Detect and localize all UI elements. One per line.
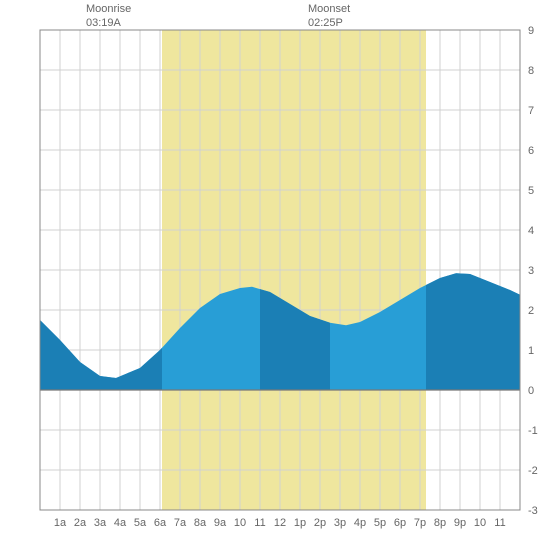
svg-text:4a: 4a [114, 517, 127, 529]
svg-text:7: 7 [528, 105, 534, 117]
moonrise-time: 03:19A [86, 17, 121, 29]
svg-text:6p: 6p [394, 517, 406, 529]
svg-text:10: 10 [474, 517, 486, 529]
svg-text:1p: 1p [294, 517, 306, 529]
svg-text:4: 4 [528, 225, 534, 237]
svg-text:5a: 5a [134, 517, 147, 529]
svg-text:8a: 8a [194, 517, 207, 529]
svg-text:3a: 3a [94, 517, 107, 529]
svg-text:0: 0 [528, 385, 534, 397]
svg-text:6: 6 [528, 145, 534, 157]
svg-text:5p: 5p [374, 517, 386, 529]
moonset-time: 02:25P [308, 17, 343, 29]
svg-text:7p: 7p [414, 517, 426, 529]
moonset-annotation: Moonset 02:25P [308, 2, 350, 31]
svg-text:9p: 9p [454, 517, 466, 529]
svg-text:3: 3 [528, 265, 534, 277]
svg-text:2p: 2p [314, 517, 326, 529]
svg-text:6a: 6a [154, 517, 167, 529]
tide-chart: Moonrise 03:19A Moonset 02:25P 1a2a3a4a5… [0, 0, 550, 550]
svg-text:11: 11 [254, 517, 265, 529]
svg-text:1a: 1a [54, 517, 67, 529]
svg-text:7a: 7a [174, 517, 187, 529]
svg-text:8p: 8p [434, 517, 446, 529]
svg-text:2: 2 [528, 305, 534, 317]
svg-text:9a: 9a [214, 517, 227, 529]
moonrise-title: Moonrise [86, 3, 131, 15]
moonrise-annotation: Moonrise 03:19A [86, 2, 131, 31]
svg-text:-3: -3 [528, 505, 538, 517]
chart-svg: 1a2a3a4a5a6a7a8a9a1011121p2p3p4p5p6p7p8p… [0, 0, 550, 550]
svg-text:8: 8 [528, 65, 534, 77]
svg-text:-2: -2 [528, 465, 538, 477]
svg-text:12: 12 [274, 517, 286, 529]
svg-text:2a: 2a [74, 517, 87, 529]
svg-text:11: 11 [494, 517, 505, 529]
svg-text:5: 5 [528, 185, 534, 197]
svg-text:10: 10 [234, 517, 246, 529]
svg-text:1: 1 [528, 345, 534, 357]
svg-text:9: 9 [528, 25, 534, 37]
moonset-title: Moonset [308, 3, 350, 15]
svg-text:-1: -1 [528, 425, 538, 437]
svg-text:3p: 3p [334, 517, 346, 529]
svg-text:4p: 4p [354, 517, 366, 529]
